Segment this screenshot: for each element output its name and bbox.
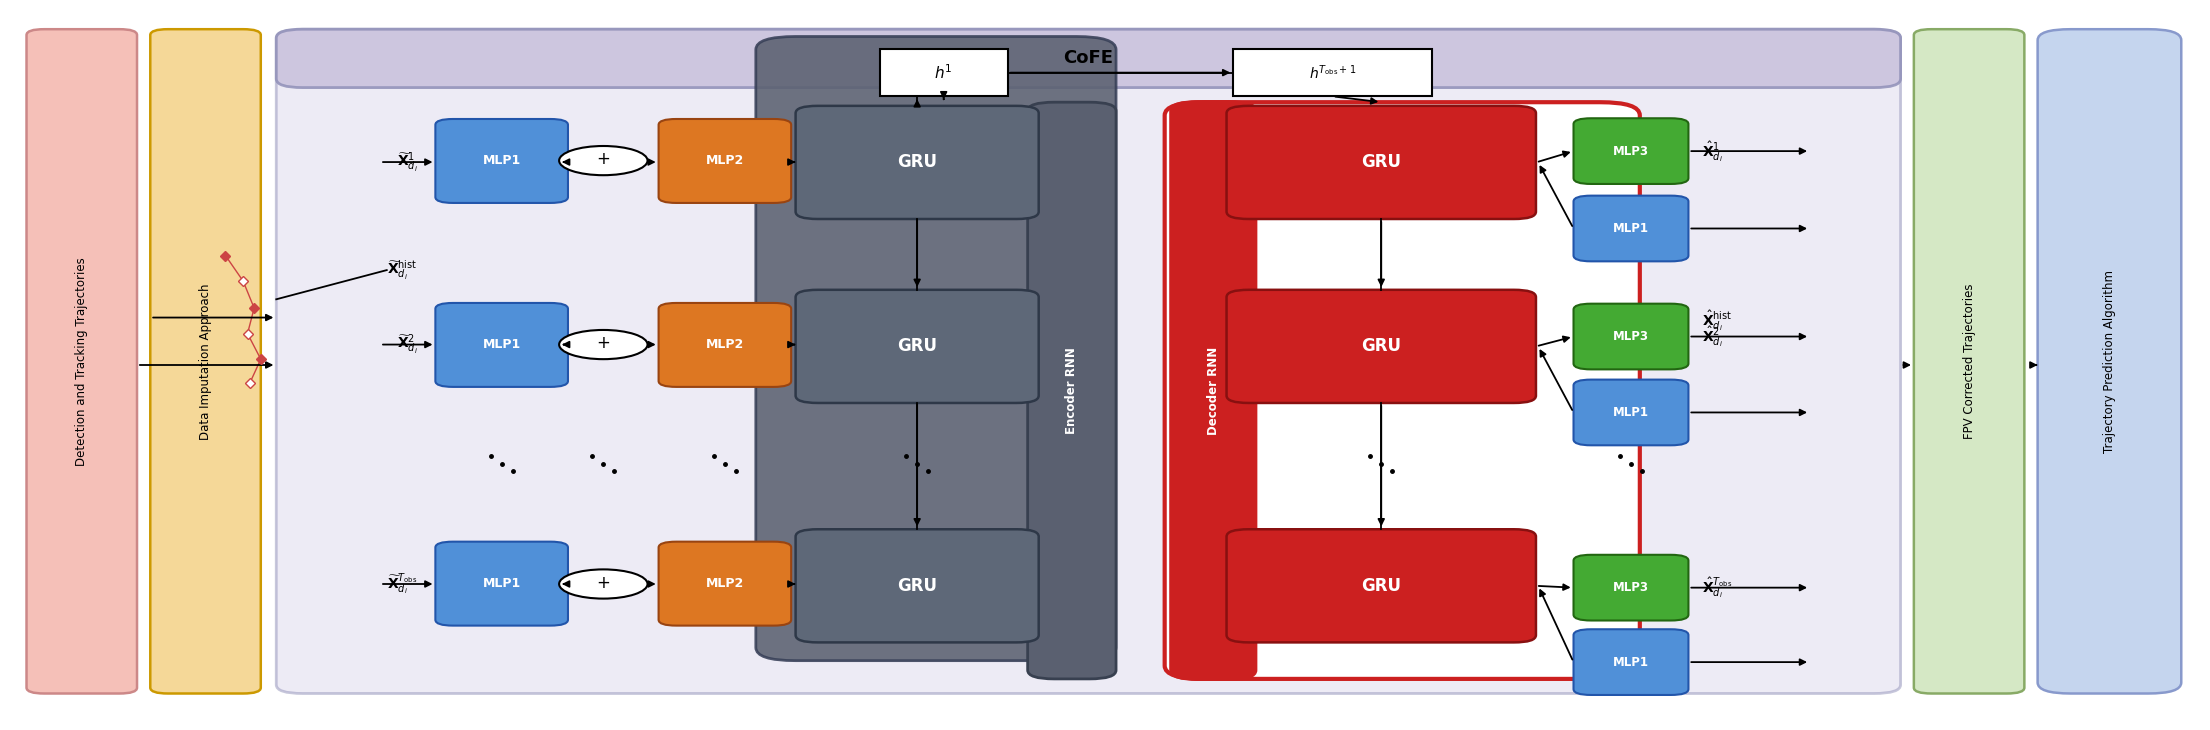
FancyBboxPatch shape: [2038, 29, 2181, 694]
Text: MLP3: MLP3: [1613, 581, 1649, 594]
FancyBboxPatch shape: [659, 303, 791, 387]
Text: +: +: [597, 150, 610, 168]
FancyBboxPatch shape: [1165, 102, 1640, 679]
FancyBboxPatch shape: [1574, 196, 1688, 261]
FancyBboxPatch shape: [435, 303, 568, 387]
FancyBboxPatch shape: [27, 29, 137, 694]
FancyBboxPatch shape: [1574, 629, 1688, 695]
Text: $\hat{\mathbf{X}}^{2}_{d_i}$: $\hat{\mathbf{X}}^{2}_{d_i}$: [1702, 324, 1722, 349]
FancyBboxPatch shape: [1574, 555, 1688, 620]
Text: MLP1: MLP1: [482, 577, 522, 590]
FancyBboxPatch shape: [796, 106, 1039, 219]
Circle shape: [559, 569, 648, 599]
FancyBboxPatch shape: [1171, 102, 1255, 679]
Text: Trajectory Prediction Algorithm: Trajectory Prediction Algorithm: [2104, 270, 2115, 453]
Text: MLP3: MLP3: [1613, 145, 1649, 158]
Text: MLP1: MLP1: [1613, 406, 1649, 419]
Text: +: +: [597, 574, 610, 591]
Text: $\widetilde{\mathbf{X}}^\mathregular{hist}_{d_i}$: $\widetilde{\mathbf{X}}^\mathregular{his…: [387, 258, 418, 282]
Text: MLP1: MLP1: [1613, 656, 1649, 669]
FancyBboxPatch shape: [796, 529, 1039, 642]
Text: $h^1$: $h^1$: [935, 64, 953, 82]
Circle shape: [559, 330, 648, 359]
Text: MLP2: MLP2: [705, 155, 745, 167]
Text: MLP3: MLP3: [1613, 330, 1649, 343]
Text: MLP1: MLP1: [482, 155, 522, 167]
Text: $h^{T_\mathregular{obs}+1}$: $h^{T_\mathregular{obs}+1}$: [1308, 64, 1357, 82]
FancyBboxPatch shape: [276, 29, 1901, 694]
FancyBboxPatch shape: [1028, 102, 1116, 679]
Text: GRU: GRU: [1361, 153, 1401, 172]
FancyBboxPatch shape: [150, 29, 261, 694]
FancyBboxPatch shape: [659, 542, 791, 626]
Text: GRU: GRU: [897, 153, 937, 172]
Text: MLP1: MLP1: [1613, 222, 1649, 235]
Text: Decoder RNN: Decoder RNN: [1207, 347, 1220, 434]
Bar: [1233, 49, 1432, 96]
FancyBboxPatch shape: [276, 29, 1901, 88]
Text: $\hat{\mathbf{X}}^\mathregular{hist}_{d_i}$: $\hat{\mathbf{X}}^\mathregular{hist}_{d_…: [1702, 308, 1733, 333]
FancyBboxPatch shape: [659, 119, 791, 203]
FancyBboxPatch shape: [1227, 529, 1536, 642]
FancyBboxPatch shape: [1227, 290, 1536, 403]
Text: FPV Corrected Trajectories: FPV Corrected Trajectories: [1962, 283, 1976, 439]
FancyBboxPatch shape: [435, 119, 568, 203]
Text: GRU: GRU: [1361, 337, 1401, 356]
Text: MLP2: MLP2: [705, 577, 745, 590]
FancyBboxPatch shape: [1227, 106, 1536, 219]
Text: GRU: GRU: [897, 337, 937, 356]
Text: Encoder RNN: Encoder RNN: [1065, 347, 1078, 434]
FancyBboxPatch shape: [796, 290, 1039, 403]
Text: Data Imputation Approach: Data Imputation Approach: [199, 283, 212, 439]
Text: $\widetilde{\mathbf{X}}^{T_\mathregular{obs}}_{d_i}$: $\widetilde{\mathbf{X}}^{T_\mathregular{…: [387, 571, 418, 597]
Circle shape: [559, 146, 648, 175]
Text: MLP2: MLP2: [705, 339, 745, 351]
Text: MLP1: MLP1: [482, 339, 522, 351]
Text: GRU: GRU: [1361, 577, 1401, 595]
Text: +: +: [597, 334, 610, 352]
Text: GRU: GRU: [897, 577, 937, 595]
FancyBboxPatch shape: [435, 542, 568, 626]
Text: $\widetilde{\mathbf{X}}^{2}_{d_i}$: $\widetilde{\mathbf{X}}^{2}_{d_i}$: [398, 333, 418, 356]
FancyBboxPatch shape: [1574, 118, 1688, 184]
FancyBboxPatch shape: [1574, 380, 1688, 445]
Text: CoFE: CoFE: [1063, 50, 1114, 67]
Text: Detection and Tracking Trajectories: Detection and Tracking Trajectories: [75, 257, 88, 466]
FancyBboxPatch shape: [1574, 304, 1688, 369]
Text: $\hat{\mathbf{X}}^{1}_{d_i}$: $\hat{\mathbf{X}}^{1}_{d_i}$: [1702, 139, 1722, 164]
Text: $\widetilde{\mathbf{X}}^{1}_{d_i}$: $\widetilde{\mathbf{X}}^{1}_{d_i}$: [398, 150, 418, 174]
Text: $\hat{\mathbf{X}}^{T_\mathregular{obs}}_{d_i}$: $\hat{\mathbf{X}}^{T_\mathregular{obs}}_…: [1702, 575, 1733, 600]
Bar: [880, 49, 1008, 96]
FancyBboxPatch shape: [756, 36, 1116, 661]
FancyBboxPatch shape: [1914, 29, 2024, 694]
